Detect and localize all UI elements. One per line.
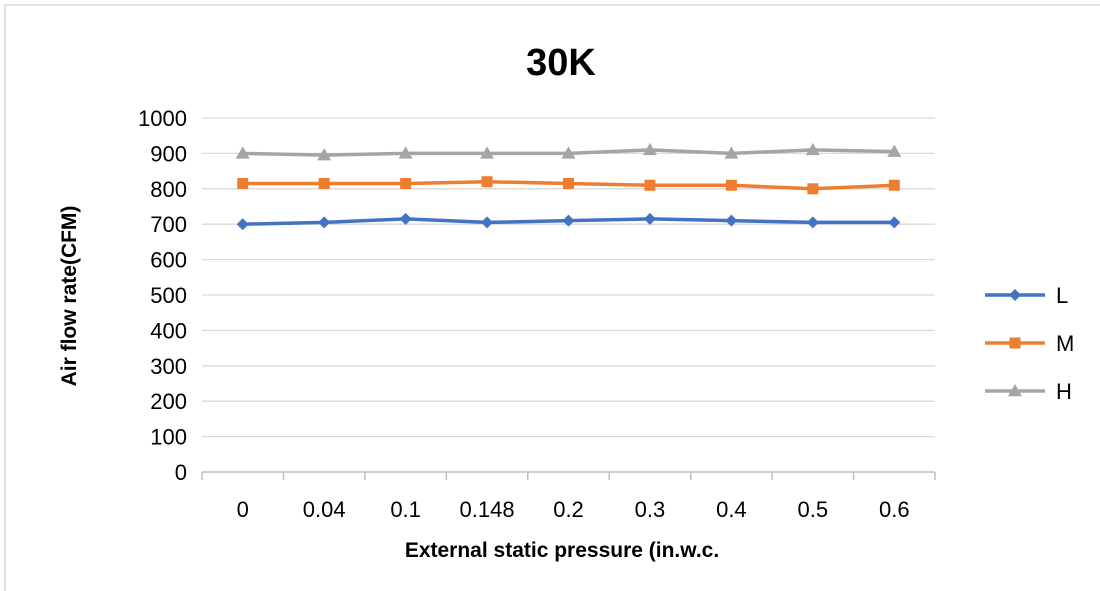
series-h: [235, 142, 902, 161]
legend: LMH: [985, 283, 1074, 404]
data-point-m: [237, 177, 249, 189]
axes: [201, 471, 936, 480]
y-tick-label: 400: [150, 318, 187, 343]
data-point-l: [562, 214, 575, 227]
data-point-h: [235, 146, 250, 159]
legend-label: M: [1056, 331, 1074, 356]
series: [235, 142, 902, 231]
data-point-l: [725, 214, 738, 227]
y-tick-label: 1000: [138, 106, 187, 131]
x-tick-label: 0.2: [553, 497, 584, 522]
data-point-l: [643, 212, 656, 225]
data-point-h: [561, 146, 576, 159]
data-point-l: [806, 216, 819, 229]
x-tick-label: 0.4: [716, 497, 747, 522]
data-point-m: [400, 177, 412, 189]
data-point-h: [805, 142, 820, 156]
x-tick-labels: 0 0.04 0.1 0.148 0.2 0.3 0.4 0.5 0.6: [237, 497, 910, 522]
legend-swatch-marker: [1008, 384, 1022, 397]
legend-swatch-marker: [1009, 337, 1021, 349]
data-point-l: [399, 212, 412, 225]
y-tick-label: 100: [150, 425, 187, 450]
chart-border: [4, 4, 1100, 591]
y-tick-label: 600: [150, 248, 187, 273]
x-tick-label: 0.148: [460, 497, 515, 522]
x-tick-label: 0.5: [798, 497, 829, 522]
y-tick-label: 200: [150, 389, 187, 414]
x-tick-label: 0.04: [303, 497, 346, 522]
data-point-h: [642, 142, 657, 156]
data-point-m: [563, 177, 574, 189]
y-axis-label: Air flow rate(CFM): [58, 206, 81, 387]
y-tick-labels: 0 100 200 300 400 500 600 700 800 900 1000: [138, 106, 187, 485]
data-point-m: [644, 179, 656, 191]
data-point-m: [725, 179, 737, 191]
x-axis-label: External static pressure (in.w.c.: [405, 539, 719, 562]
series-l: [236, 212, 901, 231]
legend-item-l: L: [985, 283, 1068, 308]
data-point-l: [318, 216, 331, 229]
y-tick-label: 300: [150, 354, 187, 379]
x-tick-label: 0.1: [390, 497, 421, 522]
x-tick-label: 0.6: [879, 497, 910, 522]
y-tick-label: 900: [150, 141, 187, 166]
chart-title: 30K: [526, 42, 596, 84]
series-m: [237, 176, 900, 195]
data-point-h: [887, 144, 902, 157]
legend-item-m: M: [985, 331, 1074, 356]
y-tick-label: 0: [175, 460, 187, 485]
data-point-l: [236, 218, 249, 231]
data-point-h: [398, 146, 413, 159]
data-point-h: [724, 146, 739, 159]
legend-label: H: [1056, 379, 1072, 404]
legend-label: L: [1056, 283, 1068, 308]
y-tick-label: 800: [150, 177, 187, 202]
x-tick-label: 0: [237, 497, 249, 522]
legend-swatch-marker: [1009, 289, 1021, 301]
data-point-m: [888, 179, 900, 191]
data-point-h: [317, 148, 332, 161]
x-tick-label: 0.3: [635, 497, 666, 522]
data-point-m: [481, 176, 493, 188]
y-tick-label: 500: [150, 283, 187, 308]
legend-item-h: H: [985, 379, 1072, 404]
data-point-h: [480, 146, 495, 159]
data-point-l: [481, 216, 494, 229]
data-point-m: [807, 183, 819, 195]
data-point-m: [318, 177, 330, 189]
y-tick-label: 700: [150, 212, 187, 237]
data-point-l: [888, 216, 901, 229]
